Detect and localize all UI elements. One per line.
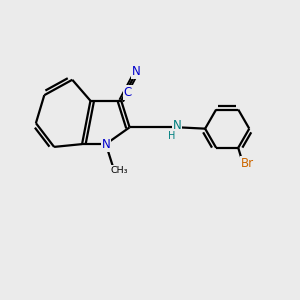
Text: N: N [132, 65, 141, 78]
Text: N: N [101, 138, 110, 151]
Text: N: N [173, 119, 182, 132]
Text: CH₃: CH₃ [111, 166, 128, 175]
Text: H: H [167, 130, 175, 141]
Text: Br: Br [241, 157, 254, 170]
Text: C: C [124, 86, 132, 99]
